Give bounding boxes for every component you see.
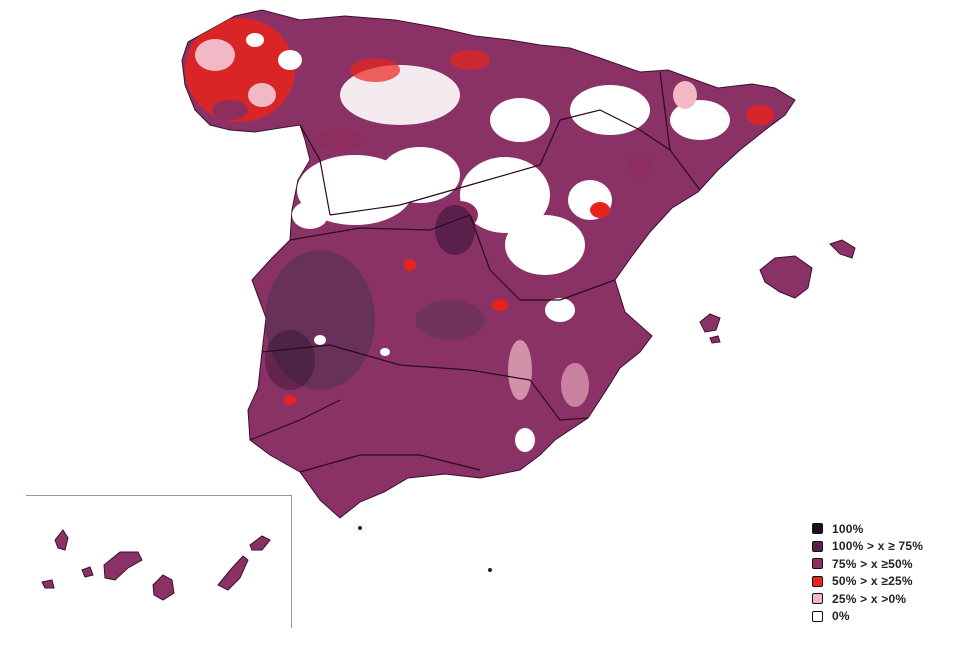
la-gomera-island [81,566,94,578]
gran-canaria-island [152,574,175,601]
region-southeast-patches [284,259,589,452]
province-borders [249,71,701,473]
formentera-island [709,335,721,344]
canary-islands-inset-frame [26,495,292,628]
fuerteventura-island [217,555,249,591]
legend-swatch [812,523,823,535]
legend-swatch [812,593,823,605]
melilla-mark [488,568,492,572]
region-galicia-patches [185,18,302,122]
legend-item-0: 0% [812,608,962,626]
legend-label: 75% > x ≥50% [832,556,913,571]
legend-item-50-75: 75% > x ≥50% [812,555,962,573]
tenerife-island [103,551,143,581]
legend-label: 100% [832,521,864,536]
legend-item-100: 100% [812,520,962,538]
menorca-island [829,239,856,259]
canary-islands [41,529,271,601]
mallorca-island [759,255,813,299]
legend-label: 100% > x ≥ 75% [832,539,924,554]
map-legend: 100% 100% > x ≥ 75% 75% > x ≥50% 50% > x… [812,520,962,625]
legend-label: 25% > x >0% [832,591,907,606]
la-palma-island [54,529,69,551]
ibiza-island [699,313,721,333]
region-west-dark [265,205,485,390]
el-hierro-island [41,579,55,589]
legend-swatch [812,610,823,622]
legend-item-75-100: 100% > x ≥ 75% [812,538,962,556]
legend-swatch [812,575,823,587]
legend-swatch [812,540,823,552]
legend-item-0-25: 25% > x >0% [812,590,962,608]
ceuta-mark [358,526,362,530]
region-north-white [292,50,774,275]
legend-item-25-50: 50% > x ≥25% [812,573,962,591]
balearic-islands [699,239,856,344]
legend-swatch [812,558,823,570]
legend-label: 0% [832,609,850,624]
legend-label: 50% > x ≥25% [832,574,913,589]
lanzarote-island [249,535,271,551]
